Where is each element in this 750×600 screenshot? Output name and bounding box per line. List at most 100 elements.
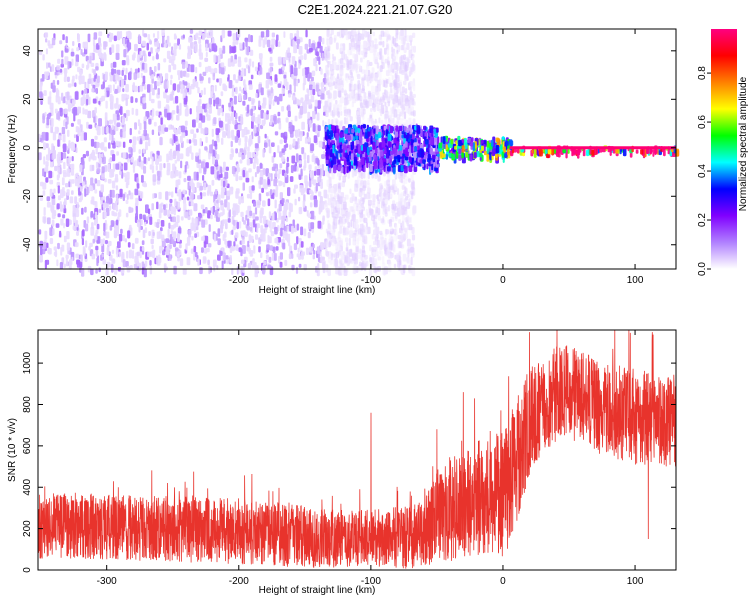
spectrogram-cell <box>251 120 254 129</box>
spectrogram-cell <box>116 193 119 203</box>
spectrogram-cell <box>316 168 321 176</box>
spectrogram-cell <box>284 259 288 266</box>
spectrogram-cell <box>385 129 388 137</box>
spectrogram-cell <box>264 142 268 148</box>
spectrogram-cell <box>325 263 328 273</box>
spectrogram-cell <box>108 142 111 149</box>
spectrogram-cell <box>214 84 217 92</box>
spectrogram-cell <box>179 249 182 256</box>
spectrogram-cell <box>150 47 153 54</box>
spectrogram-cell <box>344 54 347 61</box>
spectrogram-cell <box>106 246 110 256</box>
spectrogram-cell <box>91 253 95 260</box>
spectrogram-cell <box>383 188 386 197</box>
spectrogram-cell <box>109 47 112 55</box>
spectrogram-cell <box>347 172 350 179</box>
spectrogram-cell <box>93 32 98 40</box>
spectrogram-cell <box>140 72 143 78</box>
spectrogram-cell <box>187 175 191 181</box>
spectrogram-cell <box>39 81 43 87</box>
spectrogram-cell <box>261 119 266 126</box>
spectrogram-cell <box>166 162 171 172</box>
spectrogram-cell <box>423 125 427 131</box>
spectrogram-cell <box>271 155 275 163</box>
spectrogram-cell <box>143 129 147 137</box>
spectrogram-cell <box>365 157 369 164</box>
spectrogram-cell <box>402 253 407 262</box>
spectrogram-cell <box>165 203 168 209</box>
spectrogram-cell <box>408 216 412 224</box>
spectrogram-cell <box>252 212 256 219</box>
spectrogram-cell <box>369 244 372 252</box>
spectrogram-cell <box>195 155 199 163</box>
spectrogram-cell <box>95 161 99 169</box>
spectrogram-cell <box>225 222 228 230</box>
spectrogram-cell <box>91 222 94 229</box>
spectrogram-cell <box>283 225 287 233</box>
spectrogram-cell <box>318 56 321 65</box>
spectrogram-cell <box>288 211 292 218</box>
spectrogram-cell <box>274 199 277 209</box>
spectrogram-cell <box>245 39 248 48</box>
spectrogram-cell <box>289 144 292 150</box>
spectrogram-cell <box>326 72 329 81</box>
spectrogram-cell <box>349 226 353 235</box>
spectrogram-cell <box>361 250 366 258</box>
spectrogram-cell <box>237 75 242 81</box>
spectrogram-cell <box>408 224 413 231</box>
spectrogram-cell <box>166 80 169 89</box>
spectrogram-cell <box>435 127 439 133</box>
spectrogram-cell <box>277 56 282 63</box>
spectrogram-cell <box>46 116 50 126</box>
spectrogram-cell <box>99 143 104 149</box>
spectrogram-cell <box>152 174 157 182</box>
spectrogram-cell <box>135 97 138 103</box>
spectrogram-cell <box>398 125 403 132</box>
spectrogram-cell <box>270 231 275 237</box>
spectrogram-cell <box>66 76 70 82</box>
spectrogram-cell <box>248 80 253 86</box>
spectrogram-cell <box>332 156 337 165</box>
spectrogram-cell <box>375 73 378 83</box>
spectrogram-cell <box>45 48 48 55</box>
spectrogram-cell <box>155 48 160 53</box>
spectrogram-cell <box>310 210 315 220</box>
spectrogram-cell <box>139 122 142 131</box>
spectrogram-cell <box>282 65 285 71</box>
spectrogram-cell <box>372 141 376 150</box>
spectrogram-cell <box>116 151 119 156</box>
spectrogram-cell <box>173 223 176 229</box>
spectrogram-cell <box>270 173 273 182</box>
spectrogram-cell <box>346 77 349 83</box>
spectrogram-cell <box>349 69 352 76</box>
spectrogram-cell <box>338 216 343 224</box>
spectrogram-cell <box>291 155 296 164</box>
spectrogram-cell <box>159 163 163 171</box>
spectrogram-cell <box>79 186 83 192</box>
spectrogram-cell <box>410 257 413 266</box>
spectrogram-cell <box>347 135 352 141</box>
spectrogram-cell <box>75 74 78 80</box>
spectrogram-cell <box>157 30 160 40</box>
spectrogram-cell <box>403 198 407 207</box>
spectrogram-cell <box>247 65 251 74</box>
spectrogram-cell <box>247 146 250 152</box>
spectrogram-cell <box>57 58 61 64</box>
spectrogram-cell <box>344 97 349 106</box>
spectrogram-cell <box>143 121 147 130</box>
spectrogram-cell <box>337 73 340 80</box>
spectrogram-cell <box>206 247 210 253</box>
spectrogram-cell <box>123 49 127 58</box>
spectrogram-cell <box>266 39 271 48</box>
spectrogram-cell <box>180 125 185 133</box>
spectrogram-cell <box>380 112 383 117</box>
spectrogram-cell <box>109 75 113 82</box>
spectrogram-cell <box>354 183 359 192</box>
spectrogram-cell <box>121 251 125 260</box>
spectrogram-cell <box>362 108 366 115</box>
spectrogram-cell <box>259 234 264 240</box>
spectrogram-cell <box>188 229 192 238</box>
spectrogram-cell <box>285 117 289 123</box>
spectrogram-cell <box>249 49 254 56</box>
spectrogram-cell <box>360 157 365 165</box>
